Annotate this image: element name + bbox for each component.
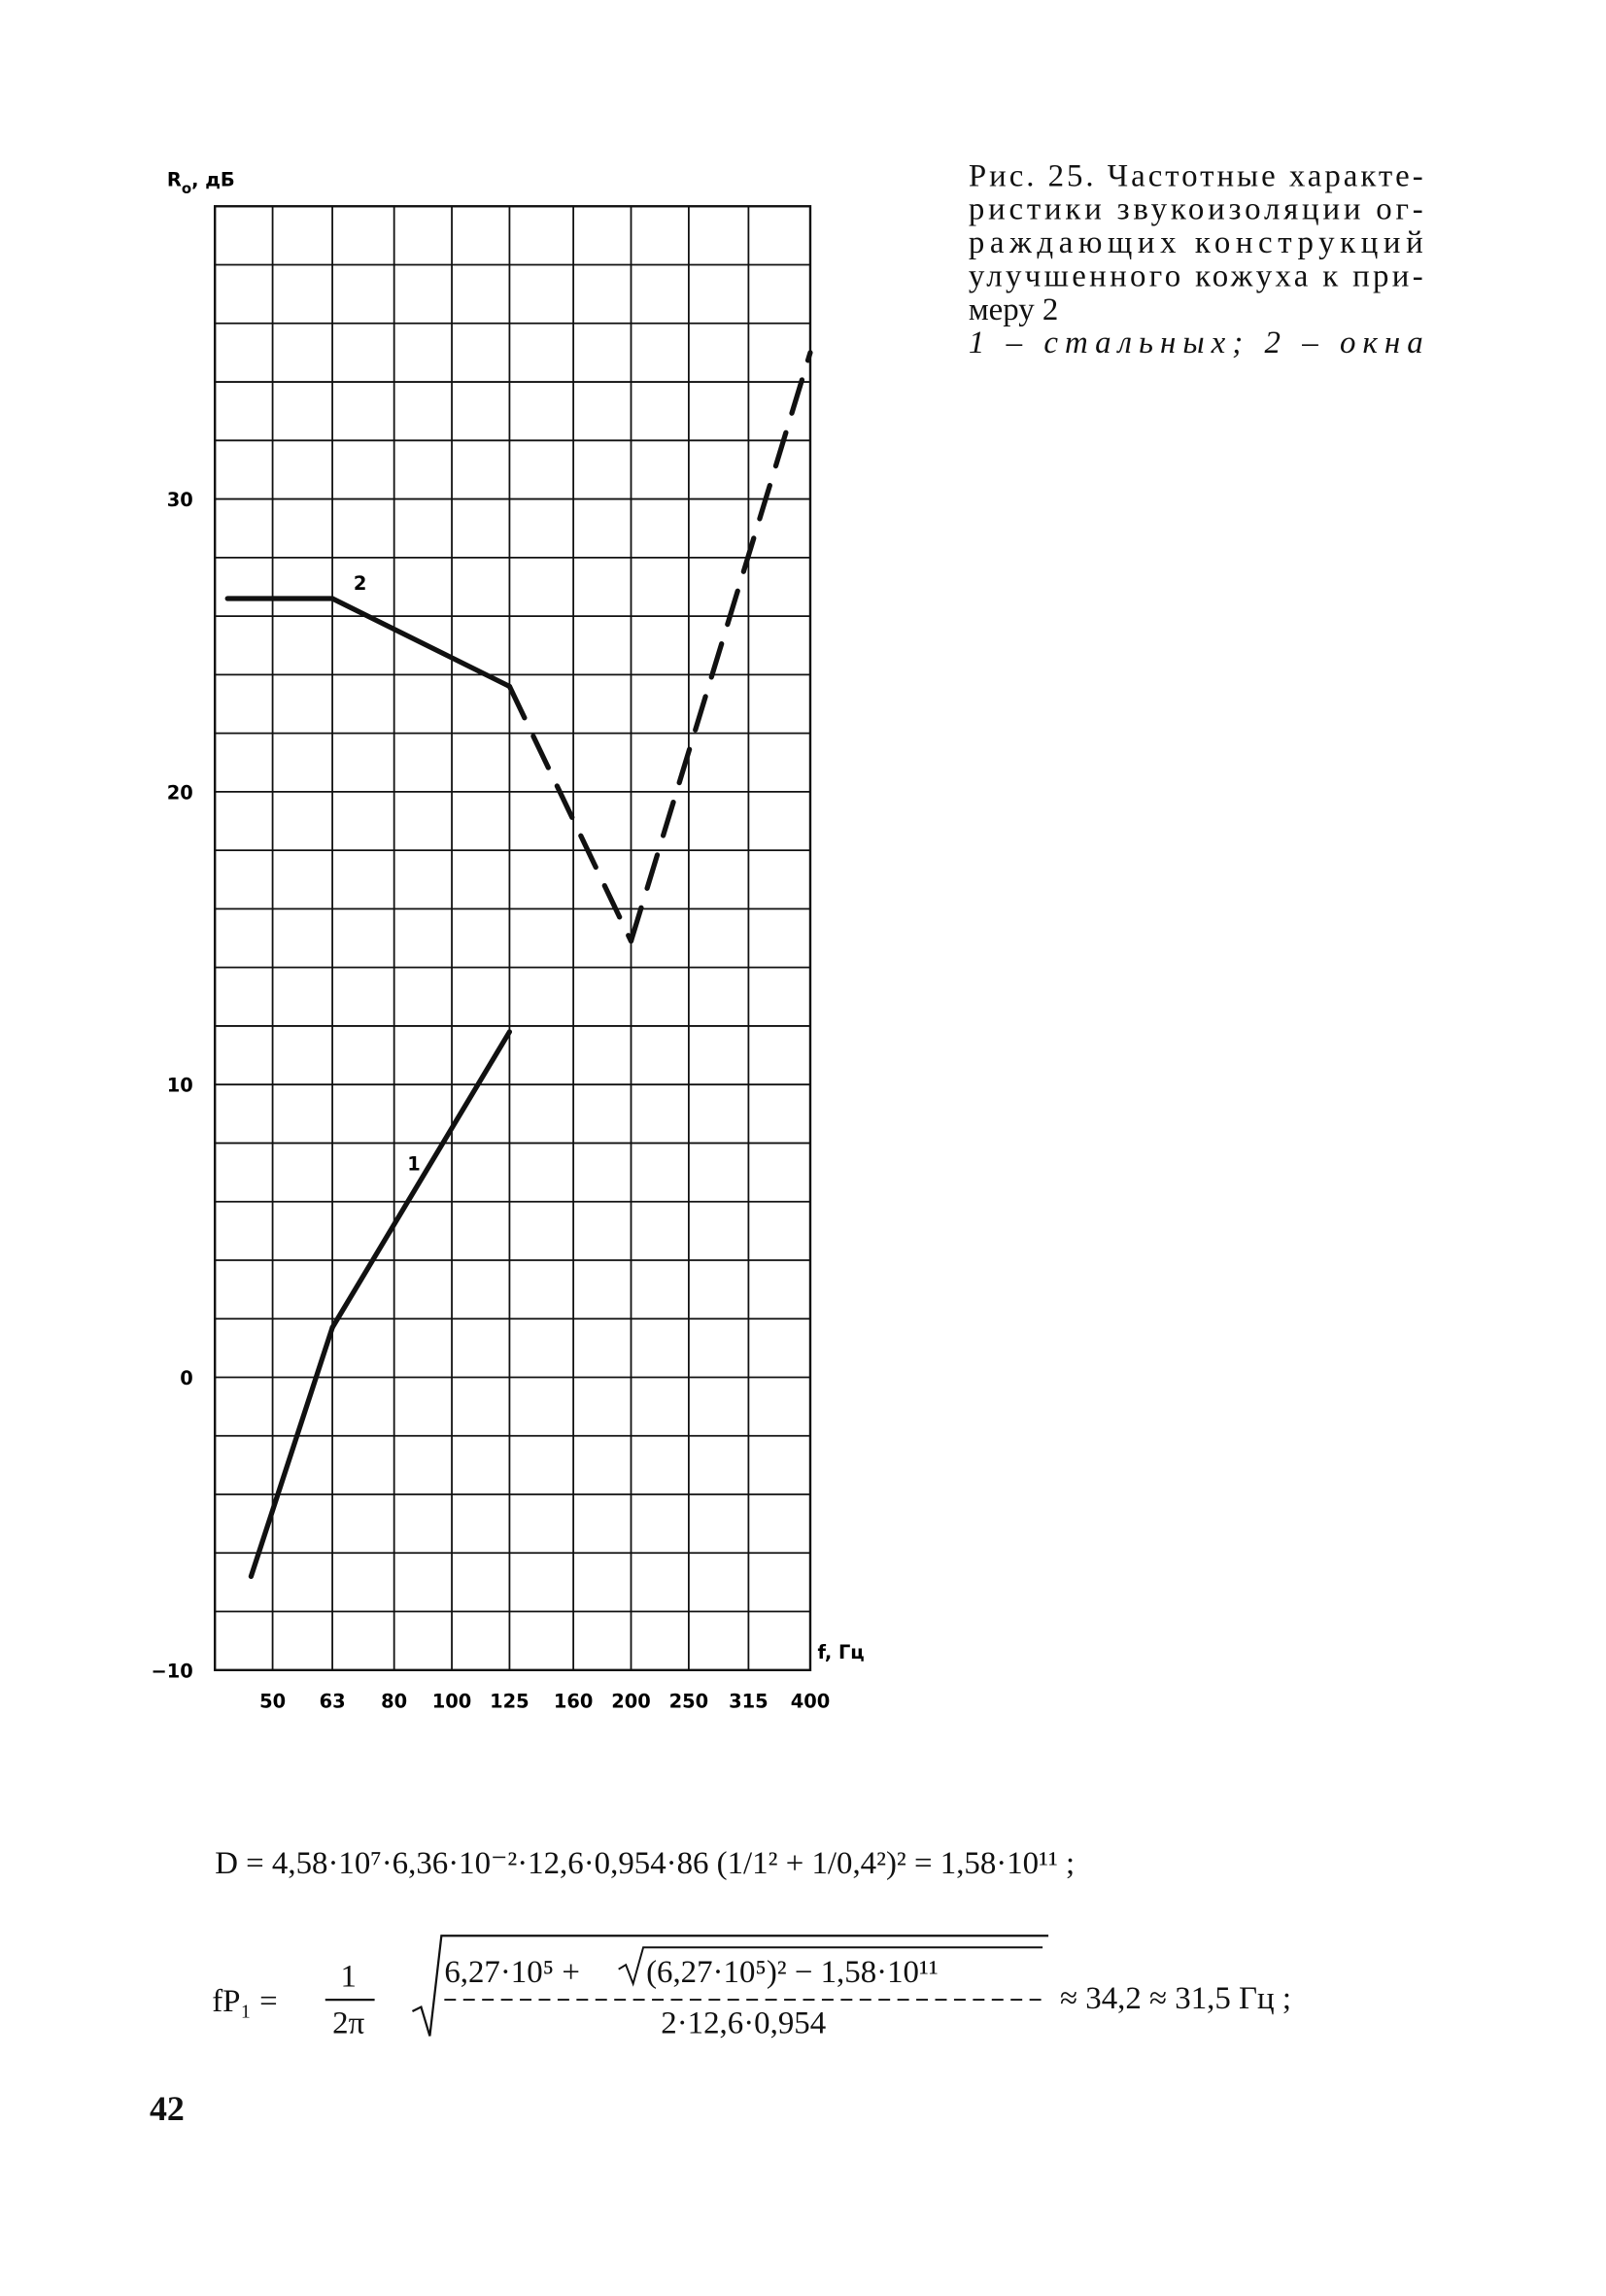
x-tick-label: 63 — [320, 1691, 346, 1713]
formula-one: 1 — [340, 1960, 356, 1995]
plot-frame — [214, 205, 812, 1671]
series-label: 1 — [407, 1153, 421, 1176]
y-tick-label: 20 — [167, 781, 193, 804]
x-axis-label: f, Гц — [817, 1641, 864, 1663]
sqrt-outer — [411, 1935, 1049, 2037]
x-tick-label: 100 — [432, 1691, 472, 1713]
formula-denominator: 2·12,6·0,954 — [661, 2005, 826, 2040]
x-tick-label: 400 — [791, 1691, 831, 1713]
series-segment — [628, 350, 813, 944]
series-segment — [329, 596, 513, 690]
series-segment — [506, 683, 634, 944]
formulas: D = 4,58·10⁷·6,36·10⁻²·12,6·0,954·86 (1/… — [150, 1846, 1291, 2128]
formula-d: D = 4,58·10⁷·6,36·10⁻²·12,6·0,954·86 (1/… — [215, 1846, 1075, 1881]
y-label-unit: , дБ — [191, 168, 235, 190]
formula-lhs: fP₁ = — [212, 1984, 277, 2019]
x-tick-label: 160 — [554, 1691, 594, 1713]
caption-line: Рис. 25. Частотные характе- — [969, 158, 1423, 193]
formula-two-pi: 2π — [332, 2005, 364, 2040]
y-tick-label: 0 — [180, 1367, 193, 1389]
formula-numerator: 6,27·10⁵ + — [444, 1955, 580, 1990]
series-segment — [248, 1324, 335, 1579]
x-tick-label: 125 — [490, 1691, 530, 1713]
y-axis-label: Ro, дБ — [167, 168, 235, 196]
formula-result: ≈ 34,2 ≈ 31,5 Гц ; — [1060, 1981, 1291, 2016]
y-tick-label: −10 — [151, 1660, 192, 1682]
y-tick-label: 10 — [167, 1075, 193, 1097]
x-tick-label: 50 — [259, 1691, 286, 1713]
caption-line: раждающих конструкций — [969, 225, 1423, 260]
sqrt-inner — [618, 1946, 1043, 1987]
x-tick-label: 80 — [381, 1691, 407, 1713]
series-segment — [329, 1029, 513, 1330]
formula-inner: (6,27·10⁵)² − 1,58·10¹¹ — [646, 1955, 939, 1990]
page-number: 42 — [150, 2089, 185, 2128]
caption-legend: 1 – стальных; 2 – окна — [969, 326, 1423, 360]
x-tick-label: 250 — [669, 1691, 709, 1713]
plot: −10 0 10 20 30 50 63 80 100 125 160 200 250 315 400 1 2 — [151, 205, 831, 1713]
x-tick-label: 315 — [729, 1691, 769, 1713]
x-tick-label: 200 — [611, 1691, 651, 1713]
series-label: 2 — [354, 572, 367, 595]
y-tick-label: 30 — [167, 489, 193, 511]
y-label-main: R — [167, 168, 182, 190]
y-label-sub: o — [182, 180, 191, 197]
caption: Рис. 25. Частотные характе- ристики звук… — [969, 158, 1423, 360]
caption-line: улучшенного кожуха к при- — [969, 258, 1423, 293]
caption-line: меру 2 — [969, 292, 1059, 327]
caption-line: ристики звукоизоляции ог- — [969, 192, 1423, 227]
